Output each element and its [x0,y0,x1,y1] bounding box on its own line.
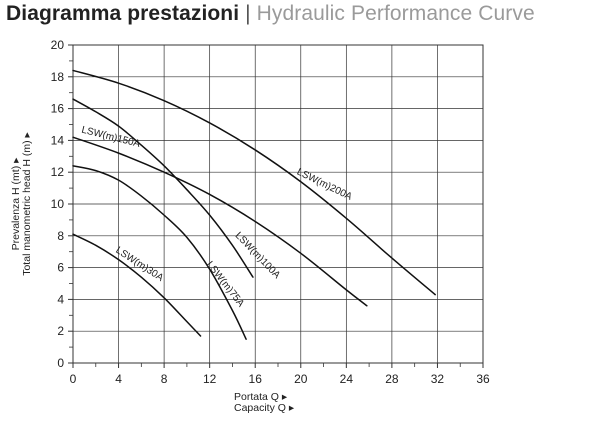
y-axis-label: Prevalenza H (mt) ▸ [10,157,22,251]
x-tick-label: 20 [294,372,308,386]
x-tick-label: 28 [385,372,399,386]
y-tick-label: 8 [57,229,64,243]
y-tick-label: 20 [51,38,65,52]
x-axis-label: Capacity Q ▸ [234,402,295,414]
x-tick-label: 24 [340,372,354,386]
y-tick-label: 12 [51,165,65,179]
curve-label-lsw-m-30a: LSW(m)30A [114,245,166,284]
plot-frame [72,44,484,364]
x-axis-label: Portata Q ▸ [234,391,288,403]
x-tick-label: 12 [203,372,217,386]
series-layer [72,69,436,340]
chart-title-separator: | [239,2,257,25]
y-axis-label: Total manometric head H (m) ▸ [21,131,33,275]
x-tick-label: 0 [70,372,77,386]
y-tick-label: 10 [51,197,65,211]
grid-layer [72,44,484,364]
x-tick-label: 16 [249,372,263,386]
curve-label-lsw-m-150a: LSW(m)150A [80,125,141,150]
x-tick-label: 32 [431,372,445,386]
y-tick-label: 18 [51,70,65,84]
curve-label-lsw-m-75a: LSW(m)75A [204,259,246,309]
x-tick-label: 36 [476,372,490,386]
x-tick-label: 4 [115,372,122,386]
series-line-lsw-m-30a [72,233,202,337]
chart-title-subtitle: Hydraulic Performance Curve [256,2,535,25]
y-tick-label: 16 [51,102,65,116]
x-tick-label: 8 [161,372,168,386]
y-tick-label: 4 [57,292,64,306]
y-tick-label: 0 [57,356,64,370]
chart-title: Diagramma prestazioni | Hydraulic Perfor… [6,2,535,26]
y-tick-label: 6 [57,261,64,275]
series-line-lsw-m-150a [72,136,368,307]
series-line-lsw-m-100a [72,98,254,278]
axis-layer: 0 4 8 12 16 20 24 28 32 3602468101214161820Portat… [10,38,490,414]
curve-label-layer: LSW(m)150ALSW(m)200ALSW(m)100ALSW(m)75AL… [80,125,354,310]
series-line-lsw-m-200a [72,69,436,296]
chart-title-main: Diagramma prestazioni [6,2,240,25]
y-tick-label: 14 [51,133,65,147]
y-tick-label: 2 [57,324,64,338]
series-line-lsw-m-75a [72,165,247,340]
